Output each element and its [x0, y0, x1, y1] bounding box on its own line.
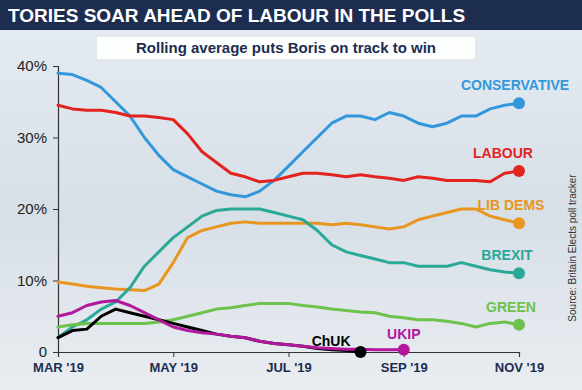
background	[0, 0, 582, 390]
x-tick-label: MAY '19	[149, 360, 198, 375]
y-tick: 20%	[17, 200, 58, 217]
y-tick-label: 40%	[17, 57, 47, 74]
x-tick-label: SEP '19	[381, 360, 428, 375]
x-tick-mark	[58, 352, 59, 357]
x-tick: MAY '19	[149, 352, 198, 375]
series-label: BREXIT	[481, 247, 533, 263]
y-tick-mark	[53, 138, 58, 139]
y-tick: 10%	[17, 272, 58, 289]
y-axis-line	[53, 67, 59, 353]
end-marker	[513, 267, 525, 279]
x-tick: MAR '19	[33, 352, 84, 375]
x-tick-label: MAR '19	[33, 360, 84, 375]
series-label: UKIP	[387, 326, 420, 342]
x-tick-mark	[519, 352, 520, 357]
title-bar	[0, 0, 582, 30]
subtitle-box	[97, 37, 475, 59]
y-tick-label: 10%	[17, 272, 47, 289]
y-tick-label: 0	[39, 343, 47, 360]
x-tick-label: JUL '19	[266, 360, 312, 375]
end-marker	[513, 165, 525, 177]
chart: TORIES SOAR AHEAD OF LABOUR IN THE POLLS…	[0, 0, 582, 390]
y-tick: 30%	[17, 129, 58, 146]
x-axis-line	[59, 353, 520, 358]
end-marker	[355, 346, 367, 358]
y-tick-mark	[53, 66, 58, 67]
end-marker	[513, 217, 525, 229]
series-line	[58, 309, 361, 352]
series-line	[58, 303, 519, 327]
x-axis: MAR '19 MAY '19 JUL '19 SEP '19 NOV '19	[33, 352, 544, 375]
y-axis: 0 10% 20% 30% 40%	[17, 57, 59, 360]
series-line	[58, 73, 519, 197]
series-line	[58, 105, 519, 182]
title: TORIES SOAR AHEAD OF LABOUR IN THE POLLS	[8, 5, 465, 26]
x-tick-mark	[289, 352, 290, 357]
series-label: LABOUR	[473, 145, 533, 161]
y-tick-label: 20%	[17, 200, 47, 217]
y-tick: 40%	[17, 57, 58, 74]
y-tick: 0	[39, 343, 58, 360]
end-marker	[513, 97, 525, 109]
series-label: LIB DEMS	[478, 197, 545, 213]
series-label: GREEN	[486, 299, 536, 315]
plot-area	[58, 73, 525, 358]
end-marker	[398, 344, 410, 356]
subtitle: Rolling average puts Boris on track to w…	[136, 39, 436, 56]
y-tick-mark	[53, 209, 58, 210]
series-line	[58, 301, 404, 350]
source: Source: Britain Elects poll tracker	[567, 174, 578, 322]
series-label: CONSERVATIVE	[461, 77, 569, 93]
series-line	[58, 209, 519, 338]
x-tick-mark	[173, 352, 174, 357]
end-marker	[513, 319, 525, 331]
y-tick-label: 30%	[17, 129, 47, 146]
series-labels: CONSERVATIVE LABOUR LIB DEMS BREXIT GREEN ChU…	[312, 77, 569, 349]
series-label: ChUK	[312, 333, 351, 349]
x-tick: NOV '19	[495, 352, 544, 375]
x-tick: JUL '19	[266, 352, 312, 375]
series-line	[58, 209, 519, 291]
y-tick-mark	[53, 352, 58, 353]
x-tick-label: NOV '19	[495, 360, 544, 375]
